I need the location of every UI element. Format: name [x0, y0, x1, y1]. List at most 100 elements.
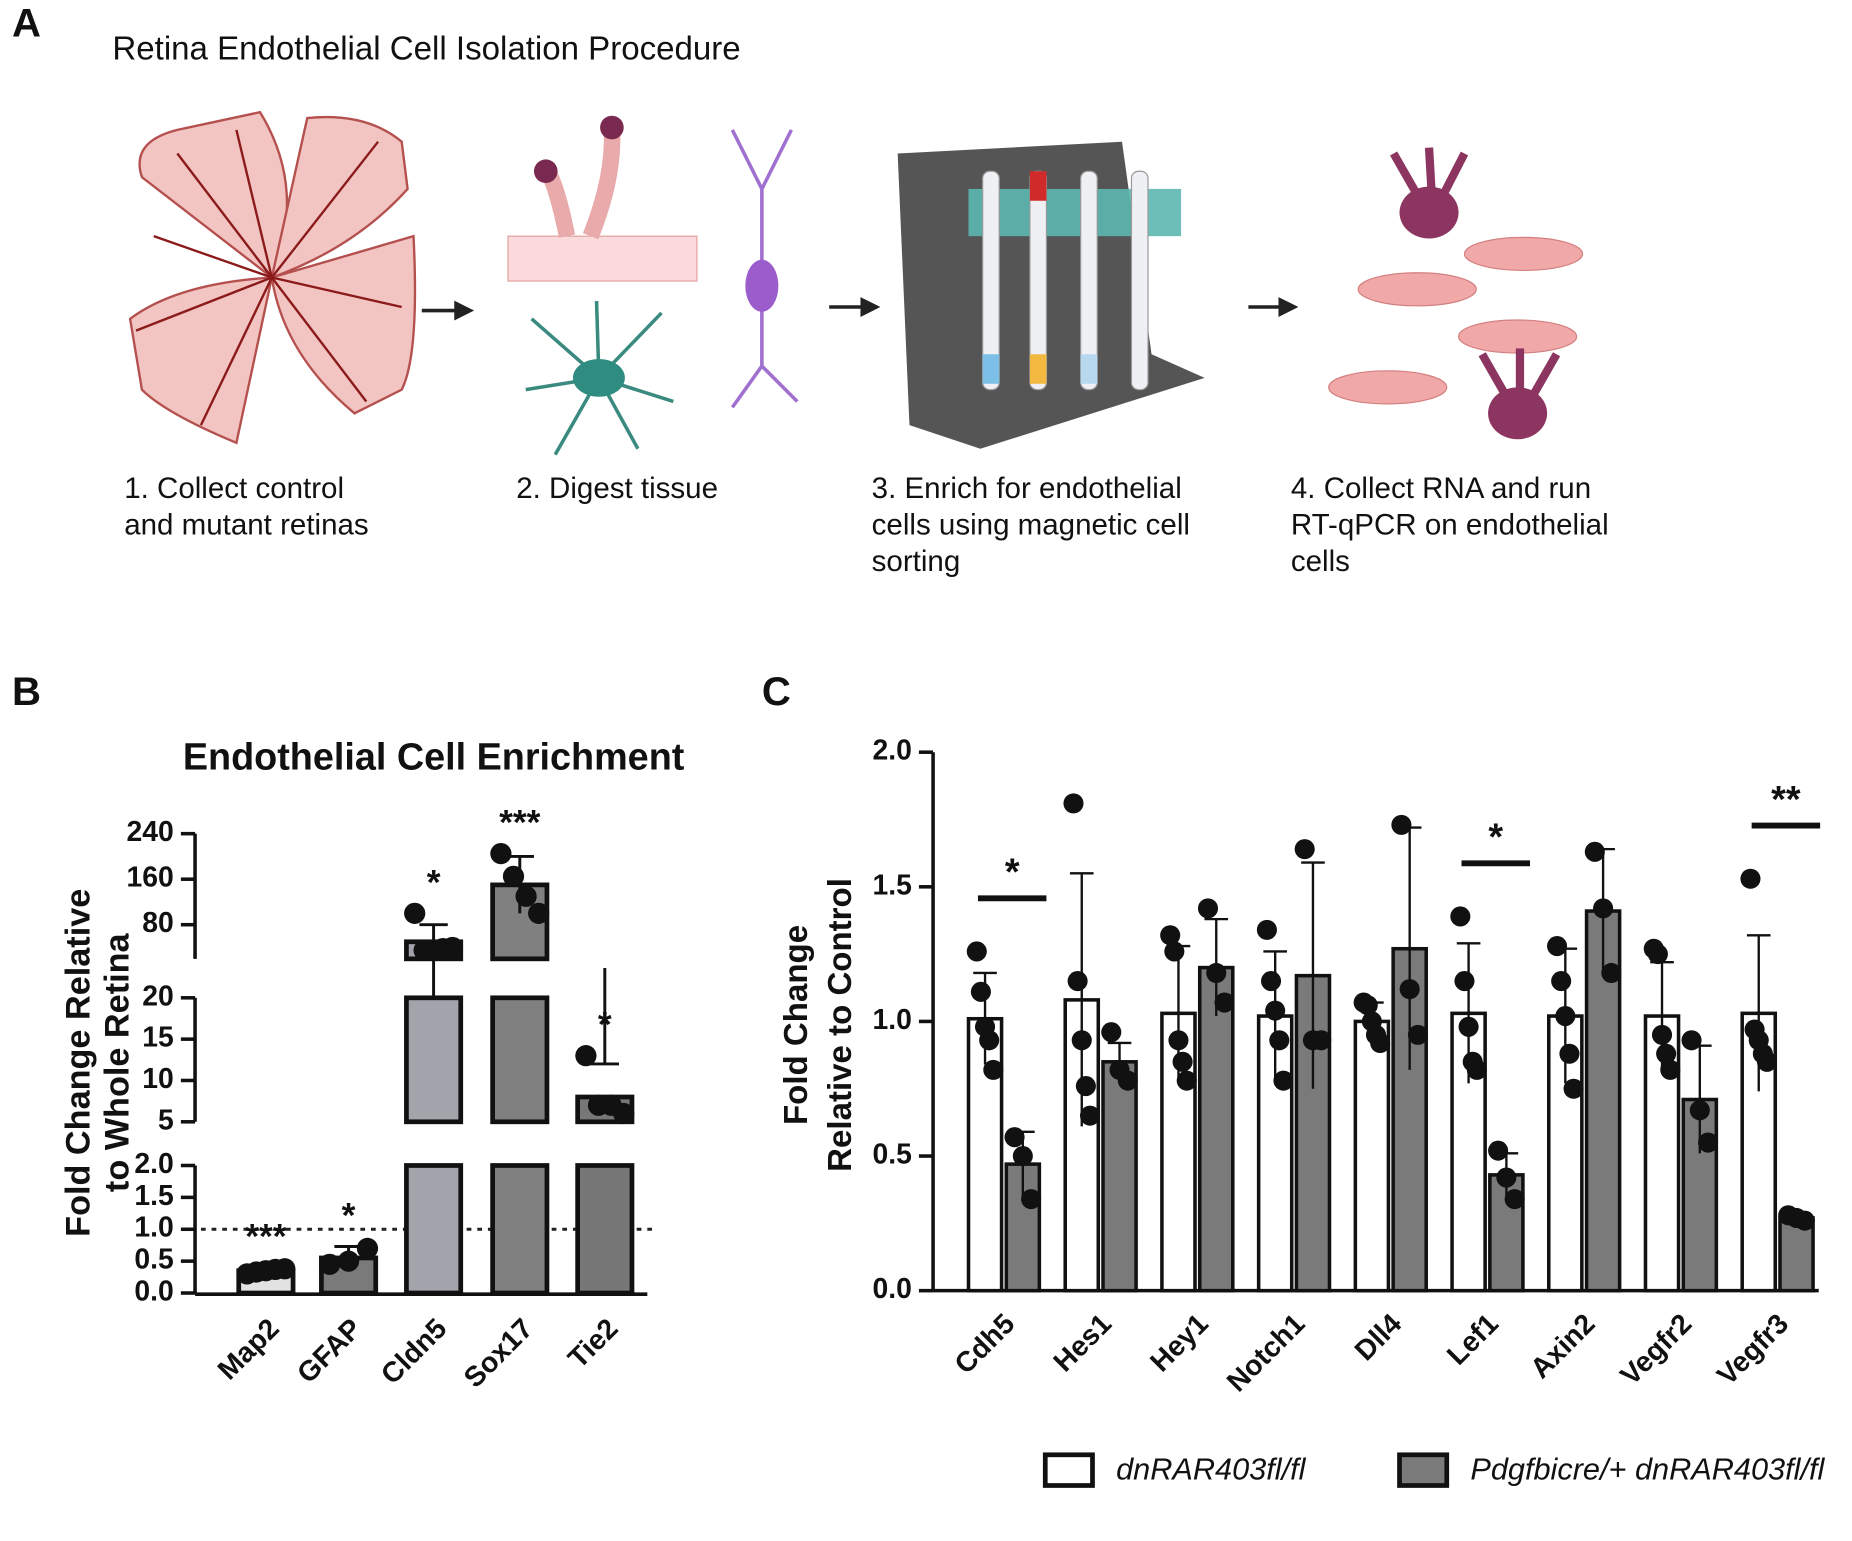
rack-illustration	[897, 141, 1205, 449]
data-point	[1504, 1189, 1525, 1210]
data-point	[1214, 992, 1235, 1013]
x-tick-label: Notch1	[1221, 1308, 1312, 1399]
chart-c: Fold Change Relative to Control 0.0 0.5 1.0 1…	[778, 735, 1826, 1488]
data-point	[319, 1253, 341, 1275]
data-point	[1466, 1059, 1487, 1080]
data-point	[1656, 1043, 1677, 1064]
data-point	[1117, 1070, 1138, 1091]
data-point	[1021, 1189, 1042, 1210]
data-point	[1681, 1030, 1702, 1051]
data-point	[1547, 936, 1568, 957]
data-point	[1370, 1032, 1391, 1054]
data-point	[1160, 925, 1181, 946]
data-point	[979, 1030, 1000, 1051]
x-tick-label: Axin2	[1524, 1308, 1601, 1385]
y-tick-label: 2.0	[872, 735, 911, 767]
data-point	[1601, 962, 1622, 984]
panel-label: C	[762, 669, 791, 714]
step-text: RT-qPCR on endothelial	[1291, 508, 1609, 541]
step-text: and mutant retinas	[124, 508, 368, 541]
significance-label: *	[598, 1005, 612, 1045]
data-point	[1399, 979, 1420, 1000]
x-tick-label: Lef1	[1441, 1308, 1505, 1372]
data-point	[1407, 1024, 1428, 1045]
data-point	[515, 885, 537, 907]
cells-illustration	[1328, 147, 1584, 440]
y-tick-label: 2.0	[134, 1148, 173, 1180]
y-tick-label: 1.5	[872, 869, 911, 901]
x-tick-label: Cldn5	[375, 1313, 453, 1391]
data-point	[441, 936, 464, 959]
x-tick-label: GFAP	[291, 1313, 368, 1390]
y-tick-label: 20	[142, 980, 174, 1012]
data-point	[1551, 971, 1572, 992]
data-point	[1391, 814, 1412, 835]
data-point	[1273, 1070, 1294, 1091]
data-point	[490, 842, 512, 865]
bar	[1101, 1060, 1138, 1293]
data-point	[1563, 1078, 1584, 1099]
data-point	[1458, 1016, 1479, 1037]
bar	[1197, 965, 1235, 1293]
data-point	[1075, 1076, 1096, 1097]
x-tick-label: Tie2	[562, 1313, 624, 1375]
data-point	[1660, 1059, 1681, 1080]
data-point	[983, 1059, 1004, 1080]
y-tick-label: 0.5	[134, 1244, 173, 1276]
bar	[404, 1163, 464, 1296]
significance-label: **	[1771, 779, 1801, 821]
data-point	[1164, 941, 1185, 962]
chart-b: Endothelial Cell Enrichment Fold Change R…	[60, 736, 685, 1394]
x-tick-label: Cdh5	[949, 1308, 1022, 1381]
significance-label: ***	[245, 1217, 287, 1257]
chart-title: Endothelial Cell Enrichment	[183, 736, 685, 778]
significance-label: *	[1488, 817, 1503, 859]
y-tick-label: 1.0	[134, 1212, 173, 1244]
data-point	[502, 865, 525, 887]
data-point	[1756, 1051, 1778, 1072]
x-tick-label: Vegfr2	[1614, 1308, 1698, 1392]
y-tick-label: 80	[142, 907, 174, 939]
x-tick-label: Hes1	[1047, 1308, 1118, 1379]
data-point	[1265, 1000, 1286, 1021]
y-tick-label: 0.5	[872, 1139, 911, 1171]
bar	[404, 995, 464, 1125]
y-tick-label: 1.5	[134, 1180, 173, 1212]
data-point	[1454, 971, 1475, 992]
bar	[1353, 1019, 1391, 1293]
step-text: cells	[1291, 545, 1350, 578]
tissue-illustration	[507, 115, 799, 456]
legend-label: Pdgfbicre/+ dnRAR403fl/fl	[1470, 1451, 1825, 1486]
significance-label: ***	[499, 803, 541, 843]
x-tick-label: Map2	[212, 1313, 286, 1387]
data-point	[1197, 898, 1219, 919]
step-text: sorting	[872, 545, 961, 578]
data-point	[575, 1045, 597, 1067]
y-tick-label: 160	[127, 862, 174, 894]
bar	[490, 995, 550, 1125]
arrow	[421, 297, 1299, 321]
data-point	[1294, 839, 1315, 860]
data-point	[1794, 1210, 1815, 1231]
data-point	[1004, 1127, 1025, 1148]
data-point	[528, 902, 550, 924]
y-tick-label: 1.0	[872, 1004, 911, 1036]
y-tick-label: 240	[127, 816, 174, 848]
bar	[319, 1255, 379, 1296]
data-point	[1071, 1030, 1092, 1051]
data-point	[1559, 1043, 1580, 1064]
data-point	[1698, 1132, 1719, 1153]
data-point	[1311, 1030, 1332, 1051]
x-tick-label: Sox17	[458, 1313, 540, 1395]
step-text: 3. Enrich for endothelial	[872, 472, 1182, 505]
data-point	[1206, 962, 1227, 984]
data-point	[1496, 1167, 1517, 1188]
step-text: 2. Digest tissue	[516, 472, 718, 505]
significance-label: *	[342, 1195, 356, 1235]
retina-illustration	[128, 110, 417, 445]
y-tick-label: 0.0	[872, 1273, 911, 1305]
bar	[490, 1163, 550, 1296]
data-point	[1584, 841, 1605, 862]
data-point	[1168, 1030, 1189, 1051]
bar	[575, 1163, 635, 1296]
